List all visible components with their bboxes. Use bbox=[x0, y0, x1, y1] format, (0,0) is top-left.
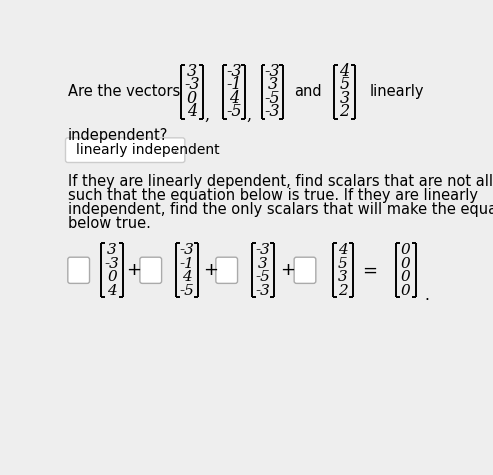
Text: -5: -5 bbox=[226, 104, 242, 120]
Text: 2: 2 bbox=[340, 104, 350, 120]
FancyBboxPatch shape bbox=[68, 257, 90, 284]
FancyBboxPatch shape bbox=[140, 257, 162, 284]
Text: -3: -3 bbox=[105, 256, 119, 271]
Text: 3: 3 bbox=[187, 63, 197, 80]
Text: 3: 3 bbox=[340, 90, 350, 107]
Text: independent, find the only scalars that will make the equation: independent, find the only scalars that … bbox=[68, 202, 493, 217]
Text: -3: -3 bbox=[256, 243, 271, 257]
Text: If they are linearly dependent, find scalars that are not all zero: If they are linearly dependent, find sca… bbox=[68, 174, 493, 189]
Text: 4: 4 bbox=[107, 284, 117, 297]
Text: -5: -5 bbox=[265, 90, 280, 107]
Text: -1: -1 bbox=[180, 256, 195, 271]
Text: -1: -1 bbox=[226, 76, 242, 94]
Text: linearly independent: linearly independent bbox=[75, 143, 219, 157]
Text: -3: -3 bbox=[180, 243, 195, 257]
Text: +: + bbox=[126, 261, 141, 279]
FancyBboxPatch shape bbox=[216, 257, 238, 284]
Text: 4: 4 bbox=[182, 270, 192, 284]
Text: ,: , bbox=[204, 107, 210, 124]
Text: 4: 4 bbox=[338, 243, 348, 257]
Text: ⌄: ⌄ bbox=[168, 143, 178, 157]
Text: 3: 3 bbox=[107, 243, 117, 257]
Text: and: and bbox=[294, 84, 322, 99]
Text: -5: -5 bbox=[180, 284, 195, 297]
Text: 4: 4 bbox=[187, 104, 197, 120]
Text: +: + bbox=[281, 261, 295, 279]
Text: 2: 2 bbox=[338, 284, 348, 297]
Text: 5: 5 bbox=[338, 256, 348, 271]
Text: =: = bbox=[362, 261, 378, 279]
Text: +: + bbox=[203, 261, 218, 279]
FancyBboxPatch shape bbox=[66, 138, 185, 162]
Text: ,: , bbox=[246, 107, 251, 124]
Text: 4: 4 bbox=[229, 90, 239, 107]
Text: -3: -3 bbox=[265, 104, 280, 120]
Text: 0: 0 bbox=[187, 90, 197, 107]
Text: -3: -3 bbox=[184, 76, 200, 94]
Text: Are the vectors: Are the vectors bbox=[68, 84, 180, 99]
Text: 0: 0 bbox=[401, 284, 411, 297]
Text: 3: 3 bbox=[338, 270, 348, 284]
Text: 3: 3 bbox=[267, 76, 278, 94]
Text: 0: 0 bbox=[401, 270, 411, 284]
Text: -3: -3 bbox=[265, 63, 280, 80]
Text: linearly: linearly bbox=[370, 84, 424, 99]
Text: 3: 3 bbox=[258, 256, 268, 271]
Text: below true.: below true. bbox=[68, 216, 151, 231]
Text: 0: 0 bbox=[401, 243, 411, 257]
Text: independent?: independent? bbox=[68, 128, 168, 143]
Text: -5: -5 bbox=[256, 270, 271, 284]
Text: 4: 4 bbox=[340, 63, 350, 80]
Text: .: . bbox=[424, 288, 429, 303]
Text: -3: -3 bbox=[226, 63, 242, 80]
Text: 0: 0 bbox=[401, 256, 411, 271]
Text: 5: 5 bbox=[340, 76, 350, 94]
Text: 0: 0 bbox=[107, 270, 117, 284]
Text: -3: -3 bbox=[256, 284, 271, 297]
FancyBboxPatch shape bbox=[294, 257, 316, 284]
Text: such that the equation below is true. If they are linearly: such that the equation below is true. If… bbox=[68, 188, 478, 203]
